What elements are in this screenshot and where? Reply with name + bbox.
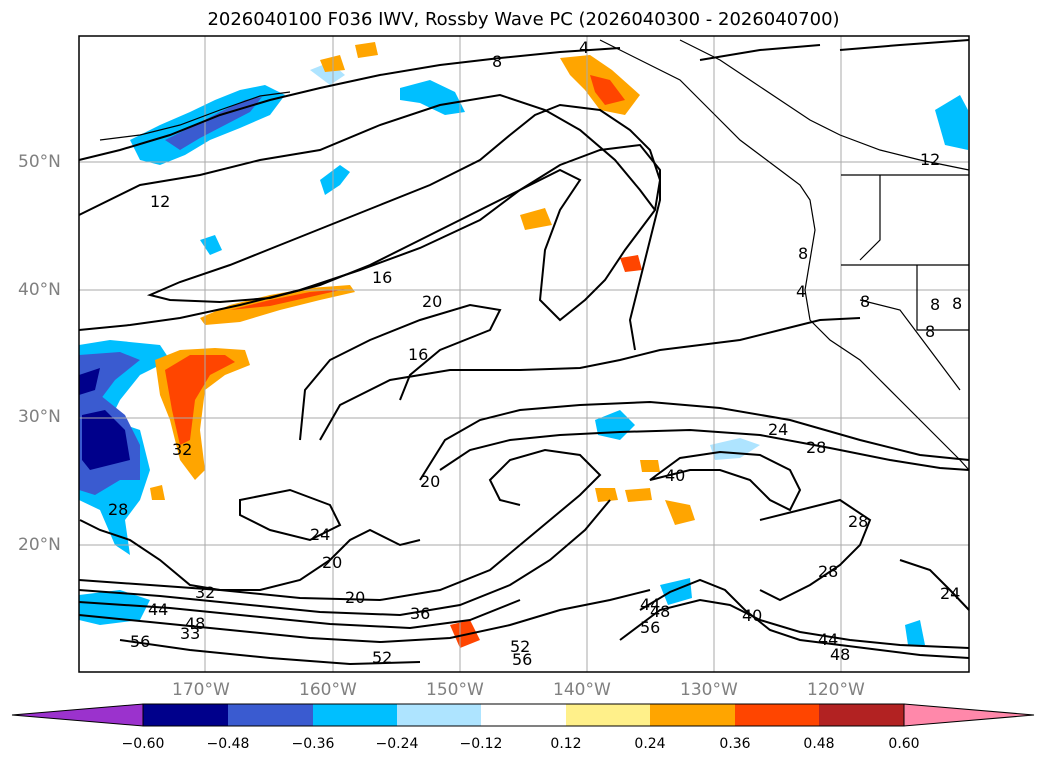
contour-label: 48 (185, 614, 206, 633)
colorbar (11, 703, 1035, 727)
contour-label: 4 (796, 282, 807, 301)
contour-label: 44 (640, 595, 661, 614)
lat-label-20n: 20°N (18, 535, 61, 555)
colorbar-tick: 0.12 (550, 736, 582, 752)
lon-label-160w: 160°W (299, 680, 357, 700)
contour-label: 8 (860, 292, 871, 311)
lon-label-120w: 120°W (807, 680, 865, 700)
colorbar-tick: −0.48 (206, 736, 250, 752)
colorbar-tick: −0.12 (459, 736, 503, 752)
contour-label: 52 (372, 648, 393, 667)
contour-label: 8 (492, 52, 503, 71)
contour-label: 8 (798, 244, 809, 263)
contour-label: 32 (172, 440, 193, 459)
contour-label: 24 (310, 525, 331, 544)
contour-label: 36 (410, 604, 431, 623)
lat-label-50n: 50°N (18, 152, 61, 172)
lon-label-170w: 170°W (172, 680, 230, 700)
colorbar-tick: 0.48 (803, 736, 835, 752)
contour-label: 44 (148, 600, 169, 619)
contour-label: 28 (108, 500, 129, 519)
lon-label-130w: 130°W (680, 680, 738, 700)
contour-label: 52 (510, 637, 531, 656)
contour-label: 40 (742, 606, 763, 625)
contour-label: 40 (665, 466, 686, 485)
contour-label: 56 (512, 650, 533, 669)
colorbar-tick: 0.24 (634, 736, 666, 752)
lat-label-40n: 40°N (18, 280, 61, 300)
contour-label: 8 (930, 295, 941, 314)
colorbar-tick: 0.36 (719, 736, 751, 752)
contour-label: 56 (640, 618, 661, 637)
contour-label: 12 (150, 192, 171, 211)
contour-label: 20 (322, 553, 343, 572)
contour-label: 48 (830, 645, 851, 664)
graticule (79, 36, 969, 672)
contour-label: 44 (818, 630, 839, 649)
contour-label: 4 (579, 38, 590, 57)
contour-label: 12 (920, 150, 941, 169)
contour-label: 24 (768, 420, 789, 439)
contour-label: 24 (940, 584, 961, 603)
lat-label-30n: 30°N (18, 407, 61, 427)
iwv-contours (78, 39, 970, 666)
contour-label: 28 (806, 438, 827, 457)
colorbar-tick: −0.36 (291, 736, 335, 752)
colorbar-tick: −0.60 (121, 736, 165, 752)
contour-label: 28 (848, 512, 869, 531)
contour-label: 20 (345, 588, 366, 607)
colorbar-tick: 0.60 (888, 736, 920, 752)
lon-label-150w: 150°W (426, 680, 484, 700)
contour-label: 48 (650, 602, 671, 621)
map-title: 2026040100 F036 IWV, Rossby Wave PC (202… (207, 9, 840, 30)
colorbar-tick: −0.24 (375, 736, 419, 752)
coastlines (99, 39, 970, 471)
contour-label: 28 (818, 562, 839, 581)
lon-label-140w: 140°W (553, 680, 611, 700)
contour-label: 8 (925, 322, 936, 341)
contour-label: 8 (952, 294, 963, 313)
contour-label: 56 (130, 632, 151, 651)
contour-label: 33 (180, 624, 201, 643)
contour-label: 20 (420, 472, 441, 491)
contour-label: 20 (422, 292, 443, 311)
map-frame (78, 35, 970, 673)
shaded-anomalies (79, 42, 968, 648)
contour-label: 32 (195, 583, 216, 602)
contour-label: 16 (372, 268, 393, 287)
contour-label: 16 (408, 345, 429, 364)
